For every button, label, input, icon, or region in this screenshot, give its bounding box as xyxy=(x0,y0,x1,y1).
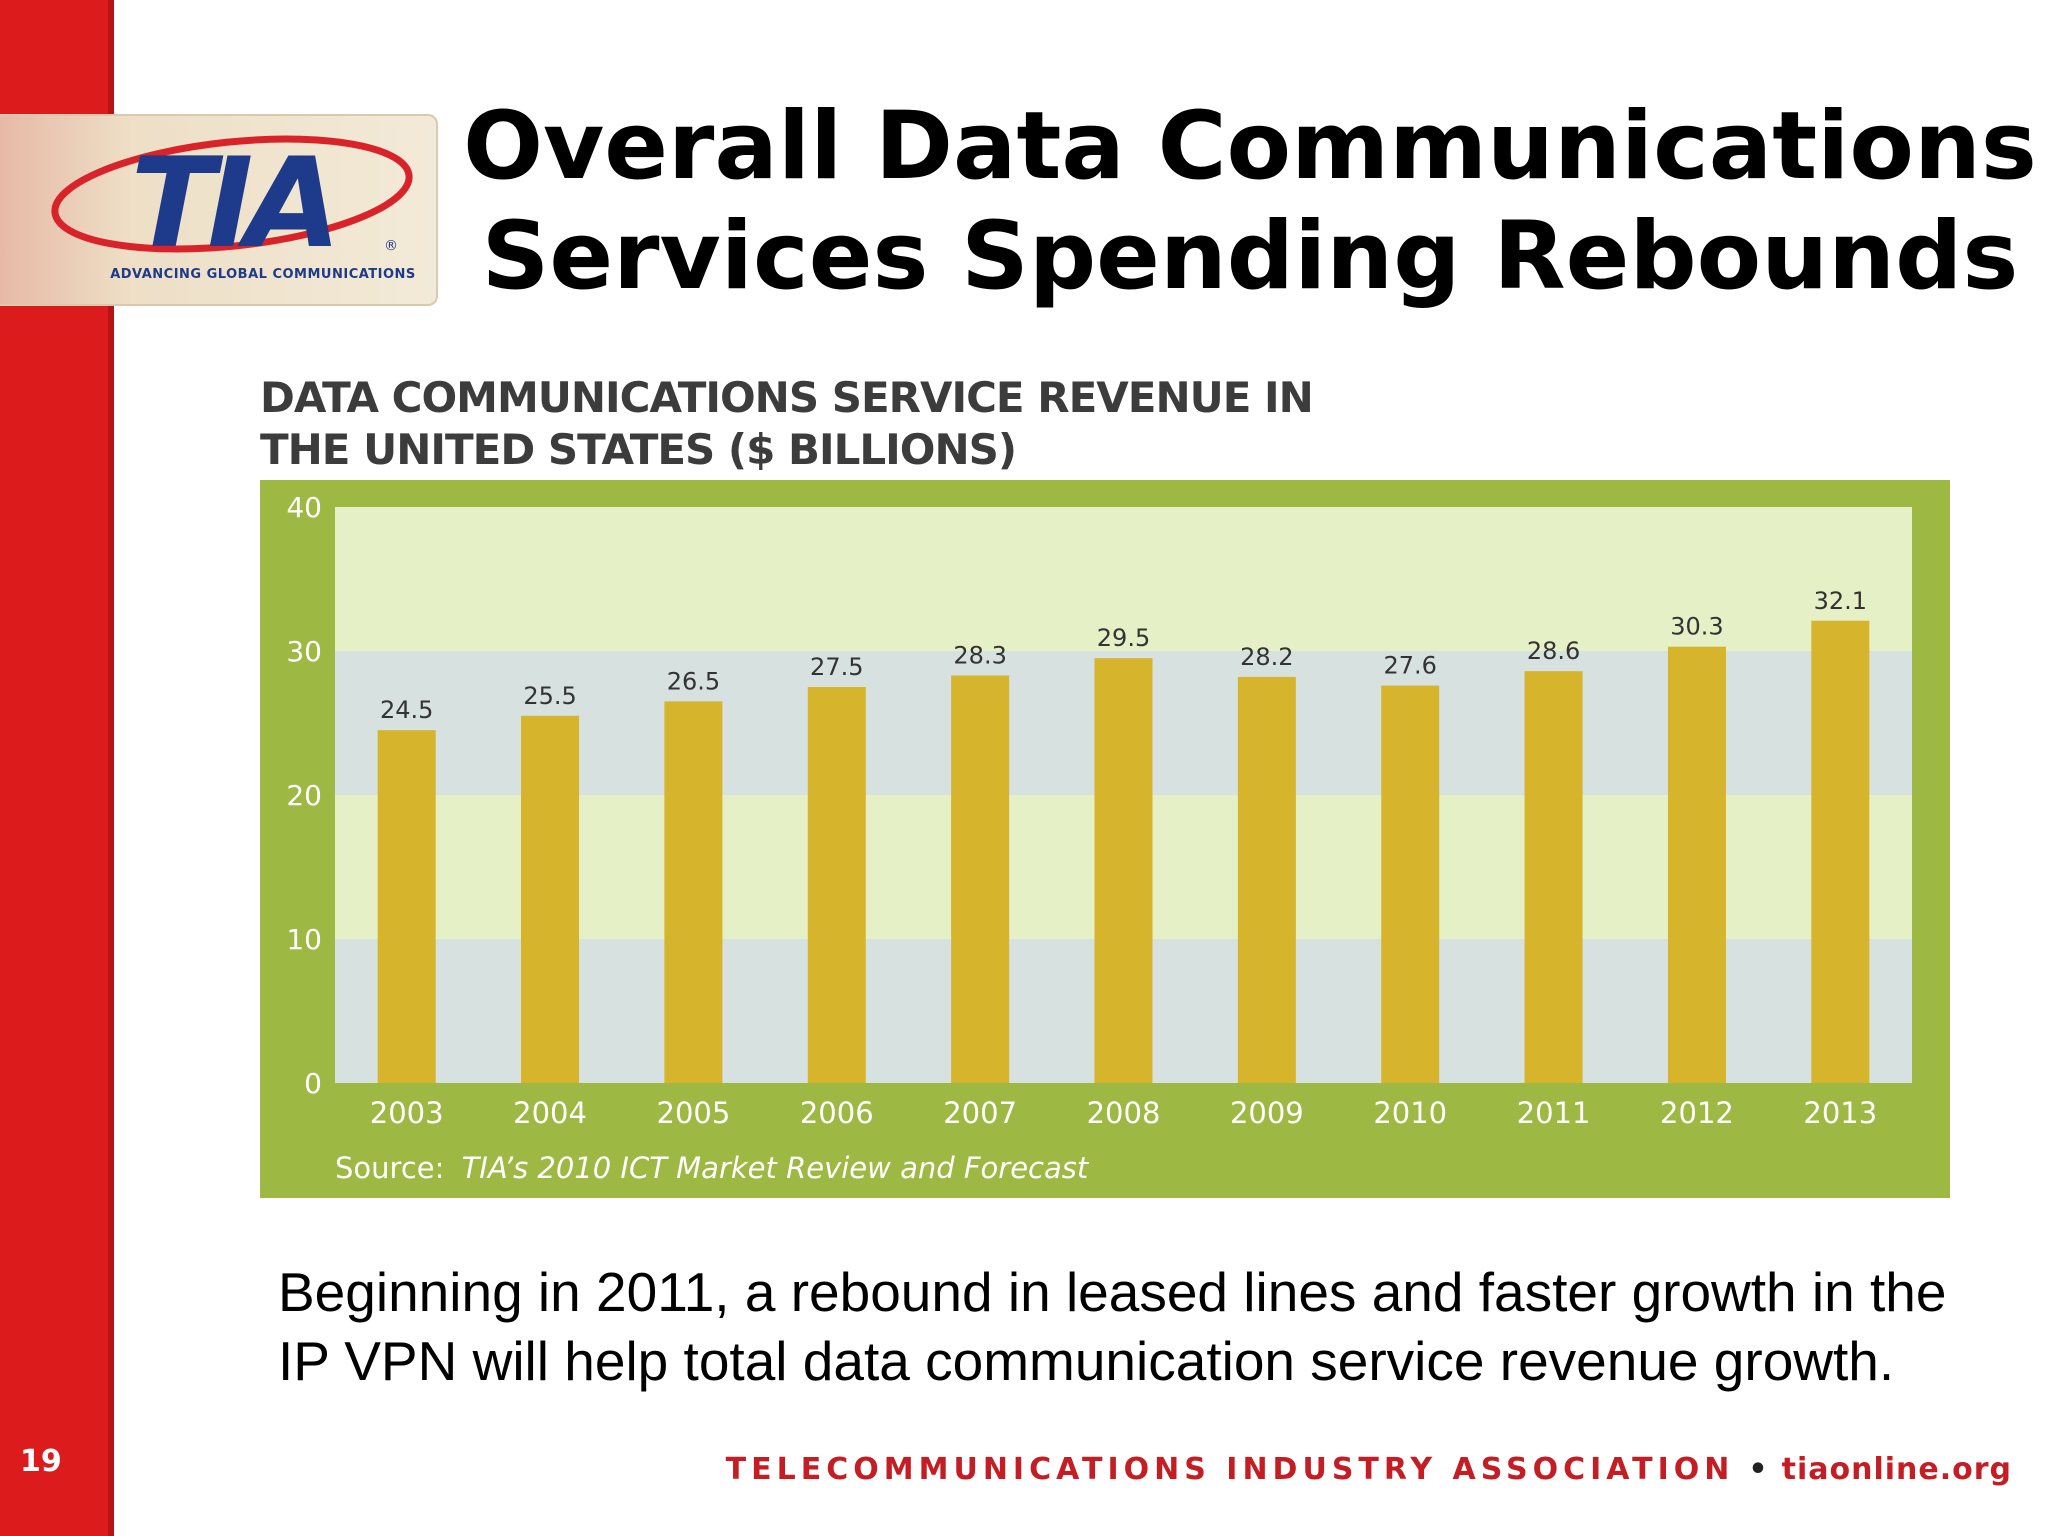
x-tick-label: 2005 xyxy=(657,1096,731,1130)
value-label: 29.5 xyxy=(1097,624,1150,652)
bar xyxy=(1811,620,1870,1083)
value-label: 28.6 xyxy=(1527,637,1580,665)
chart-source-text: TIA’s 2010 ICT Market Review and Forecas… xyxy=(462,1151,1090,1185)
bar xyxy=(1381,685,1440,1083)
y-tick-label: 40 xyxy=(286,491,322,524)
slide-title-line-1: Overall Data Communications xyxy=(463,92,2037,201)
x-tick-label: 2010 xyxy=(1373,1096,1447,1130)
footer: TELECOMMUNICATIONS INDUSTRY ASSOCIATION •… xyxy=(726,1452,2012,1487)
y-tick-label: 20 xyxy=(286,779,322,812)
value-label: 27.5 xyxy=(810,653,863,681)
x-tick-label: 2013 xyxy=(1803,1096,1877,1130)
tia-logo: TIA ® ADVANCING GLOBAL COMMUNICATIONS xyxy=(51,132,416,282)
value-label: 32.1 xyxy=(1814,587,1867,615)
x-tick-label: 2011 xyxy=(1517,1096,1591,1130)
logo-tagline: ADVANCING GLOBAL COMMUNICATIONS xyxy=(110,267,416,282)
slide-number: 19 xyxy=(20,1444,62,1479)
bar xyxy=(807,687,866,1083)
y-tick-label: 30 xyxy=(286,635,322,668)
chart-title-line-1: DATA COMMUNICATIONS SERVICE REVENUE IN xyxy=(260,373,1314,422)
logo-panel: TIA ® ADVANCING GLOBAL COMMUNICATIONS xyxy=(0,114,438,306)
bar xyxy=(1237,676,1296,1083)
bar xyxy=(951,675,1010,1083)
y-tick-label: 10 xyxy=(286,923,322,956)
bar xyxy=(1524,671,1583,1083)
x-tick-label: 2012 xyxy=(1660,1096,1734,1130)
x-tick-label: 2009 xyxy=(1230,1096,1304,1130)
chart-source: Source: TIA’s 2010 ICT Market Review and… xyxy=(335,1151,1090,1185)
value-label: 26.5 xyxy=(667,667,720,695)
bars xyxy=(377,620,1870,1083)
x-tick-label: 2004 xyxy=(513,1096,587,1130)
bar xyxy=(521,715,580,1083)
x-tick-label: 2006 xyxy=(800,1096,874,1130)
value-label: 27.6 xyxy=(1384,652,1437,680)
bar xyxy=(377,730,436,1083)
footer-org: TELECOMMUNICATIONS INDUSTRY ASSOCIATION xyxy=(725,1452,1735,1487)
value-label: 30.3 xyxy=(1670,613,1723,641)
logo-swoosh xyxy=(51,135,413,253)
bar xyxy=(664,701,723,1083)
bar xyxy=(1094,658,1153,1083)
footer-separator: • xyxy=(1748,1452,1768,1487)
value-label: 28.2 xyxy=(1240,643,1293,671)
y-axis-ticks: 0 10 20 30 40 xyxy=(286,491,322,1100)
value-label: 24.5 xyxy=(380,696,433,724)
x-tick-label: 2008 xyxy=(1087,1096,1161,1130)
chart-source-label: Source: xyxy=(335,1151,444,1185)
value-label: 28.3 xyxy=(953,641,1006,669)
body-text: Beginning in 2011, a rebound in leased l… xyxy=(278,1261,1947,1392)
bar xyxy=(1667,646,1726,1083)
plot-band-30-40 xyxy=(335,507,1912,651)
value-labels: 24.5 25.5 26.5 27.5 28.3 29.5 28.2 27.6 28.6 30.3… xyxy=(380,587,1867,724)
y-tick-label: 0 xyxy=(304,1067,322,1100)
logo-registered-mark: ® xyxy=(384,238,398,254)
x-axis-ticks: 2003 2004 2005 2006 2007 2008 2009 2010 2011 2012… xyxy=(370,1096,1877,1130)
x-tick-label: 2003 xyxy=(370,1096,444,1130)
chart-title: DATA COMMUNICATIONS SERVICE REVENUE IN T… xyxy=(260,372,1360,476)
footer-url: tiaonline.org xyxy=(1781,1452,2012,1487)
slide-title-line-2: Services Spending Rebounds xyxy=(481,202,2019,311)
logo-letters: TIA xyxy=(131,132,334,276)
left-accent-stripe xyxy=(108,0,114,1536)
slide-title: Overall Data Communications Services Spe… xyxy=(460,92,2040,312)
x-tick-label: 2007 xyxy=(943,1096,1017,1130)
chart-title-line-2: THE UNITED STATES ($ BILLIONS) xyxy=(260,425,1017,474)
value-label: 25.5 xyxy=(523,682,576,710)
